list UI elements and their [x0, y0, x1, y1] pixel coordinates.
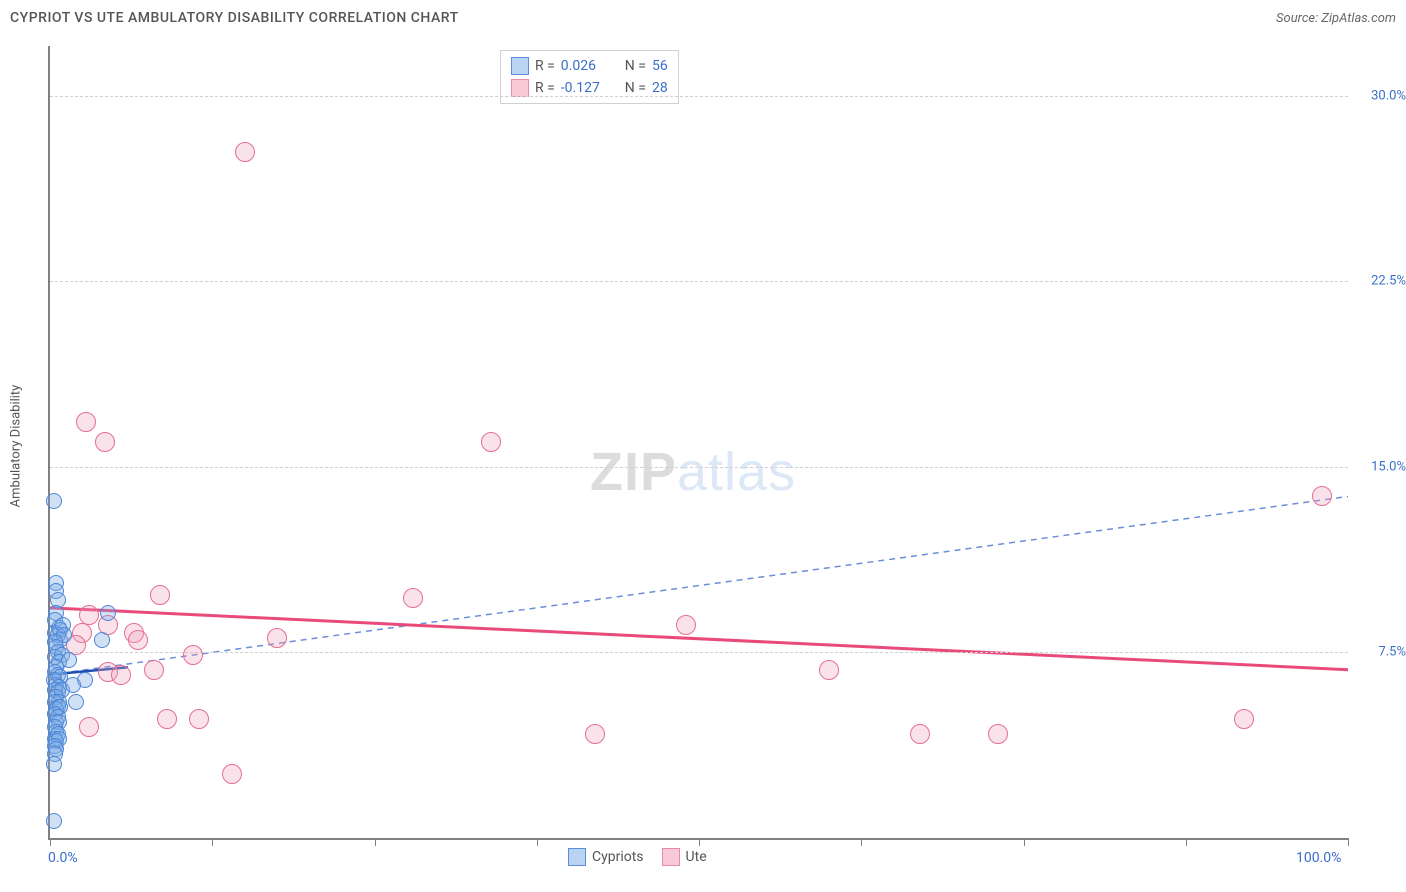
data-point — [94, 632, 110, 648]
data-point — [111, 665, 131, 685]
data-point — [46, 756, 62, 772]
data-point — [76, 412, 96, 432]
gridline — [50, 652, 1348, 653]
legend-r-value: 0.026 — [561, 58, 611, 74]
y-tick-label: 15.0% — [1354, 459, 1406, 474]
trend-line — [50, 496, 1348, 674]
y-tick-label: 30.0% — [1354, 88, 1406, 103]
data-point — [819, 660, 839, 680]
y-axis-label: Ambulatory Disability — [9, 385, 24, 508]
watermark-zip: ZIP — [590, 442, 677, 502]
legend-item: Ute — [662, 848, 707, 866]
gridline — [50, 96, 1348, 97]
data-point — [585, 724, 605, 744]
gridline — [50, 281, 1348, 282]
x-tick — [50, 838, 51, 846]
data-point — [79, 605, 99, 625]
data-point — [222, 764, 242, 784]
legend-r-value: -0.127 — [561, 80, 611, 96]
data-point — [150, 585, 170, 605]
source-label: Source: ZipAtlas.com — [1276, 11, 1396, 26]
data-point — [1312, 486, 1332, 506]
data-point — [46, 813, 62, 829]
legend-label: Ute — [686, 849, 707, 865]
legend-label: Cypriots — [592, 849, 644, 865]
x-tick — [699, 838, 700, 846]
data-point — [61, 652, 77, 668]
x-tick — [1186, 838, 1187, 846]
data-point — [1234, 709, 1254, 729]
y-tick-label: 22.5% — [1354, 274, 1406, 289]
data-point — [128, 630, 148, 650]
x-axis-min-label: 0.0% — [48, 850, 78, 866]
x-tick — [537, 838, 538, 846]
legend-swatch — [568, 848, 586, 866]
data-point — [481, 432, 501, 452]
legend-swatch — [662, 848, 680, 866]
legend-swatch — [511, 79, 529, 97]
data-point — [183, 645, 203, 665]
trend-line — [50, 608, 1348, 670]
legend-n-label: N = — [625, 58, 646, 74]
legend-n-value: 28 — [652, 80, 668, 96]
data-point — [676, 615, 696, 635]
x-tick — [861, 838, 862, 846]
gridline — [50, 467, 1348, 468]
data-point — [235, 142, 255, 162]
watermark: ZIPatlas — [590, 441, 796, 503]
data-point — [79, 717, 99, 737]
watermark-atlas: atlas — [677, 442, 796, 502]
data-point — [68, 694, 84, 710]
data-point — [65, 677, 81, 693]
x-tick — [1348, 838, 1349, 846]
x-tick — [1024, 838, 1025, 846]
x-axis-max-label: 100.0% — [1296, 850, 1341, 866]
legend-n-value: 56 — [652, 58, 668, 74]
legend-swatch — [511, 57, 529, 75]
legend-row: R = 0.026 N = 56 — [511, 55, 668, 77]
scatter-plot: ZIPatlas R =0.026N =56R =-0.127N =28 7.5… — [48, 46, 1348, 840]
legend-n-label: N = — [625, 80, 646, 96]
data-point — [100, 605, 116, 621]
data-point — [189, 709, 209, 729]
x-tick — [375, 838, 376, 846]
data-point — [267, 628, 287, 648]
trend-lines — [50, 46, 1348, 838]
legend-r-label: R = — [535, 80, 555, 96]
chart-title: CYPRIOT VS UTE AMBULATORY DISABILITY COR… — [10, 10, 459, 26]
data-point — [403, 588, 423, 608]
data-point — [95, 432, 115, 452]
data-point — [144, 660, 164, 680]
legend-r-label: R = — [535, 58, 555, 74]
data-point — [157, 709, 177, 729]
y-tick-label: 7.5% — [1354, 645, 1406, 660]
data-point — [988, 724, 1008, 744]
data-point — [46, 493, 62, 509]
legend-item: Cypriots — [568, 848, 644, 866]
series-legend: Cypriots Ute — [568, 848, 707, 866]
x-tick — [212, 838, 213, 846]
data-point — [910, 724, 930, 744]
